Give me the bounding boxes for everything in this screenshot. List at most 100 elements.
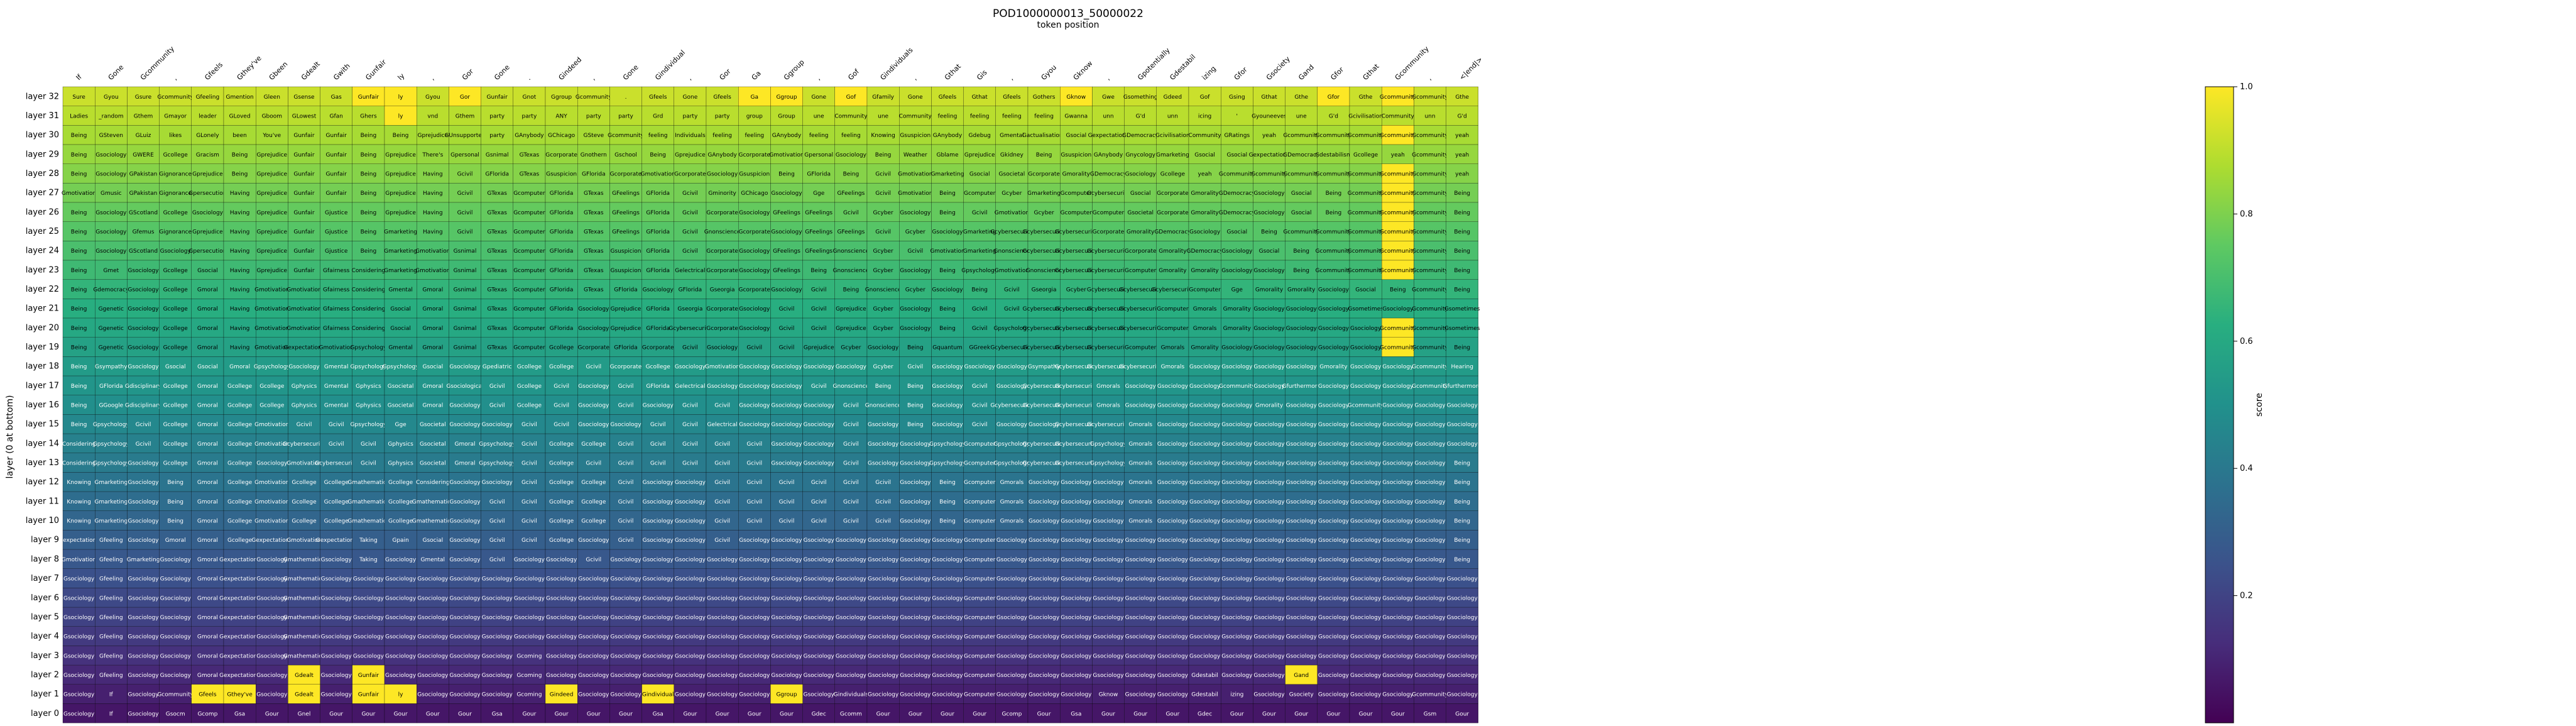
cell-label: Being: [939, 306, 956, 312]
cell-label: Gsociology: [128, 364, 159, 370]
heatmap-cell: [866, 144, 900, 164]
cell-label: GFlorida: [646, 248, 670, 255]
cell-label: Gpsychology: [479, 441, 516, 448]
cell-label: Weather: [903, 152, 927, 158]
cell-label: Gsuspicion: [611, 268, 641, 274]
cell-label: Gmoral: [165, 537, 186, 544]
cell-label: GFlorida: [614, 345, 638, 351]
y-tick-label: layer 19: [26, 343, 59, 352]
cell-label: Gthe: [1359, 94, 1373, 101]
cell-label: Being: [361, 210, 377, 216]
cell-label: Gcommunity: [1316, 248, 1352, 255]
cell-label: Gmoral: [197, 595, 218, 602]
x-tick-label: Gsociety: [1265, 55, 1292, 82]
cell-label: Gsociology: [1286, 326, 1318, 332]
cell-label: Gsociology: [449, 557, 481, 563]
cell-label: Gsociology: [1125, 653, 1157, 659]
y-tick-label: layer 20: [26, 323, 59, 333]
y-tick-label: layer 25: [26, 227, 59, 236]
cell-label: Community: [1382, 114, 1415, 120]
cell-label: Gour: [394, 711, 408, 717]
cell-label: Gmathematics: [283, 595, 325, 602]
cell-label: Gsociology: [771, 615, 802, 621]
cell-label: Gsociology: [1318, 287, 1350, 294]
cell-label: Gsociology: [1286, 345, 1318, 351]
cell-label: Gelectrical: [675, 268, 705, 274]
cell-label: Gcorporate: [706, 326, 738, 332]
cell-label: GAnybody: [707, 152, 737, 158]
cell-label: Gmoral: [197, 383, 218, 390]
cell-label: Gcorporate: [706, 210, 738, 216]
cell-label: Gcommunity: [157, 692, 194, 698]
cell-label: Gcollege: [292, 519, 317, 525]
heatmap-cell: [513, 221, 546, 241]
cell-label: GTexas: [584, 190, 604, 197]
x-tick-label: Gthat: [1362, 62, 1382, 82]
cell-label: Gcollege: [227, 480, 253, 486]
cell-label: Gsociology: [417, 692, 449, 698]
cell-label: Gsociology: [1318, 692, 1350, 698]
cell-label: Gsociology: [1253, 692, 1285, 698]
cell-label: Gsociology: [1061, 653, 1092, 659]
cell-label: Gsociology: [1221, 634, 1253, 641]
cell-label: Being: [71, 229, 87, 236]
cell-label: GFlorida: [550, 306, 574, 312]
cell-label: Gsociology: [1061, 673, 1092, 679]
heatmap-cell: [159, 106, 192, 126]
heatmap-cell: [1221, 125, 1253, 145]
cell-label: Gcommunity: [1380, 190, 1416, 197]
cell-label: Being: [71, 287, 87, 294]
cell-label: GTexas: [584, 287, 604, 294]
cell-label: Gsociology: [707, 345, 738, 351]
cell-label: Gmathematics: [412, 519, 454, 525]
heatmap-cell: [1156, 106, 1189, 126]
y-axis-label: layer (0 at bottom): [5, 395, 15, 478]
cell-label: Gsociology: [1253, 480, 1285, 486]
cell-label: Gsociology: [675, 634, 706, 641]
cell-label: Gsociology: [1382, 634, 1414, 641]
x-tick-label: Gpotentially: [1136, 46, 1172, 82]
heatmap-cell: [481, 260, 513, 280]
heatmap-cell: [1285, 163, 1318, 184]
heatmap-cell: [159, 163, 192, 184]
cell-label: Gcivil: [489, 499, 505, 505]
cell-label: Gsocial: [1355, 287, 1376, 294]
heatmap-cell: [1382, 163, 1414, 184]
cell-label: Gcivil: [682, 345, 698, 351]
cell-label: Being: [907, 345, 924, 351]
heatmap-cell: [1221, 106, 1253, 126]
cell-label: Gsometimes: [1348, 306, 1384, 312]
cell-label: Gour: [1391, 711, 1405, 717]
cell-label: Gcivil: [521, 422, 537, 428]
cell-label: Gsociology: [160, 595, 192, 602]
heatmap-cell: [641, 86, 674, 106]
heatmap-cell: [738, 86, 771, 106]
cell-label: une: [1296, 114, 1307, 120]
cell-label: Gpain: [392, 537, 408, 544]
cell-label: Gone: [683, 94, 698, 101]
cell-label: Gsociology: [610, 653, 641, 659]
cell-label: Gsociology: [900, 557, 931, 563]
cell-label: Gsense: [293, 94, 315, 101]
cell-label: Having: [230, 229, 250, 236]
cell-label: leader: [199, 114, 217, 120]
cell-label: Gcomputer: [1125, 345, 1157, 351]
heatmap-cell: [1092, 106, 1125, 126]
cell-label: Gcivil: [811, 480, 827, 486]
cell-label: Gcorporate: [706, 248, 738, 255]
cell-label: Being: [71, 172, 87, 178]
cell-label: Gmoral: [197, 326, 218, 332]
cell-label: Gmoral: [422, 345, 443, 351]
cell-label: Gsnimal: [486, 152, 509, 158]
cell-label: Gmorals: [1193, 326, 1217, 332]
heatmap-cell: [577, 163, 610, 184]
cell-label: Gcybersecurity: [1087, 190, 1130, 197]
cell-label: Gcollege: [549, 537, 574, 544]
cell-label: Gcivil: [875, 190, 891, 197]
cell-label: Gsociology: [836, 673, 867, 679]
cell-label: Gpsychology: [93, 422, 130, 428]
cell-label: Gsociology: [1382, 364, 1414, 370]
cell-label: GTexas: [487, 268, 507, 274]
cell-label: Gunfair: [358, 692, 379, 698]
heatmap-cell: [931, 241, 964, 261]
